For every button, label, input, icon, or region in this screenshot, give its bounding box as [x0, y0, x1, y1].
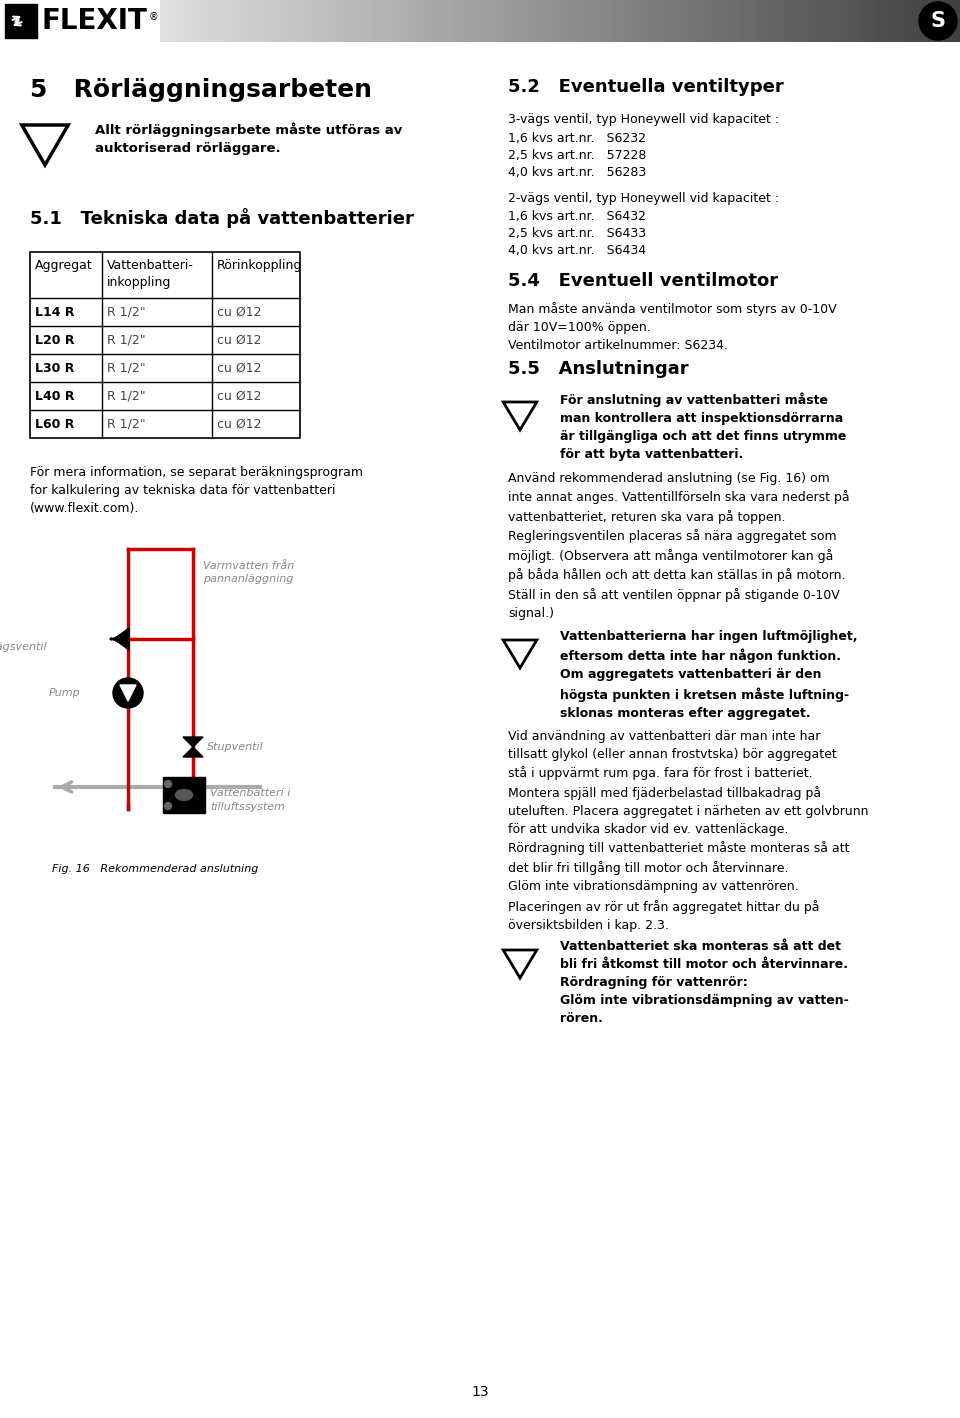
- Circle shape: [919, 1, 957, 40]
- Ellipse shape: [176, 790, 193, 801]
- Text: R 1/2": R 1/2": [107, 362, 146, 374]
- Text: R 1/2": R 1/2": [107, 333, 146, 346]
- Text: L20 R: L20 R: [35, 333, 75, 346]
- Text: 5   Rörläggningsarbeten: 5 Rörläggningsarbeten: [30, 78, 372, 102]
- Text: Vattenbatteri-
inkoppling: Vattenbatteri- inkoppling: [107, 259, 194, 289]
- Text: Man måste använda ventilmotor som styrs av 0-10V
där 10V=100% öppen.
Ventilmotor: Man måste använda ventilmotor som styrs …: [508, 302, 836, 352]
- Text: Vattenbatteriet ska monteras så att det
bli fri åtkomst till motor och återvinna: Vattenbatteriet ska monteras så att det …: [560, 940, 849, 1025]
- Text: L14 R: L14 R: [35, 305, 75, 319]
- Text: Vattenbatterierna har ingen luftmöjlighet,
eftersom detta inte har någon funktio: Vattenbatterierna har ingen luftmöjlighe…: [560, 630, 857, 720]
- Text: 3-vägs ventil, typ Honeywell vid kapacitet :: 3-vägs ventil, typ Honeywell vid kapacit…: [508, 113, 780, 126]
- Text: cu Ø12: cu Ø12: [217, 305, 261, 319]
- Text: FLEXIT: FLEXIT: [42, 7, 148, 35]
- Polygon shape: [183, 737, 203, 747]
- Polygon shape: [114, 628, 129, 649]
- Text: cu Ø12: cu Ø12: [217, 417, 261, 431]
- Text: Stupventil: Stupventil: [207, 742, 264, 752]
- Text: R 1/2": R 1/2": [107, 305, 146, 319]
- Text: 2,5 kvs art.nr.   S6433: 2,5 kvs art.nr. S6433: [508, 227, 646, 240]
- Text: Varmvatten från
pannanläggning: Varmvatten från pannanläggning: [203, 562, 295, 584]
- Circle shape: [164, 780, 172, 787]
- Text: cu Ø12: cu Ø12: [217, 362, 261, 374]
- Text: R 1/2": R 1/2": [107, 390, 146, 403]
- Text: 13: 13: [471, 1385, 489, 1400]
- Text: 1,6 kvs art.nr.   S6432: 1,6 kvs art.nr. S6432: [508, 210, 646, 223]
- Text: L30 R: L30 R: [35, 362, 74, 374]
- Text: Aggregat: Aggregat: [35, 259, 93, 272]
- Text: 2,5 kvs art.nr.   57228: 2,5 kvs art.nr. 57228: [508, 149, 646, 162]
- Text: 4,0 kvs art.nr.   56283: 4,0 kvs art.nr. 56283: [508, 166, 646, 179]
- Text: Använd rekommenderad anslutning (se Fig. 16) om
inte annat anges. Vattentillförs: Använd rekommenderad anslutning (se Fig.…: [508, 472, 850, 620]
- Text: ®: ®: [149, 11, 158, 23]
- Text: 5.2   Eventuella ventiltyper: 5.2 Eventuella ventiltyper: [508, 78, 783, 96]
- Text: R 1/2": R 1/2": [107, 417, 146, 431]
- Text: L60 R: L60 R: [35, 417, 74, 431]
- Text: cu Ø12: cu Ø12: [217, 390, 261, 403]
- Text: 5.4   Eventuell ventilmotor: 5.4 Eventuell ventilmotor: [508, 272, 779, 291]
- Text: 3-vägsventil: 3-vägsventil: [0, 642, 48, 652]
- Text: Fig. 16   Rekommenderad anslutning: Fig. 16 Rekommenderad anslutning: [52, 864, 258, 873]
- Text: För anslutning av vattenbatteri måste
man kontrollera att inspektionsdörrarna
är: För anslutning av vattenbatteri måste ma…: [560, 391, 847, 461]
- Text: Placeringen av rör ut från aggregatet hittar du på
översiktsbilden i kap. 2.3.: Placeringen av rör ut från aggregatet hi…: [508, 900, 820, 932]
- Text: 4,0 kvs art.nr.   S6434: 4,0 kvs art.nr. S6434: [508, 244, 646, 257]
- Bar: [0, 0, 160, 43]
- Text: Pump: Pump: [48, 688, 80, 698]
- Polygon shape: [120, 685, 136, 700]
- Text: 5.5   Anslutningar: 5.5 Anslutningar: [508, 360, 688, 379]
- Polygon shape: [183, 747, 203, 757]
- Text: L40 R: L40 R: [35, 390, 75, 403]
- Text: Allt rörläggningsarbete måste utföras av
auktoriserad rörläggare.: Allt rörläggningsarbete måste utföras av…: [95, 122, 402, 155]
- Text: Vattenbatteri i
tilluftssystem: Vattenbatteri i tilluftssystem: [210, 788, 290, 811]
- Bar: [163, 777, 205, 813]
- Bar: [5, 4, 37, 38]
- Text: 5.1   Tekniska data på vattenbatterier: 5.1 Tekniska data på vattenbatterier: [30, 208, 414, 228]
- Text: 1,6 kvs art.nr.   S6232: 1,6 kvs art.nr. S6232: [508, 132, 646, 145]
- Text: För mera information, se separat beräkningsprogram
for kalkulering av tekniska d: För mera information, se separat beräkni…: [30, 467, 363, 515]
- Text: Vid användning av vattenbatteri där man inte har
tillsatt glykol (eller annan fr: Vid användning av vattenbatteri där man …: [508, 730, 869, 893]
- Text: S: S: [930, 11, 946, 31]
- Bar: [30, 252, 300, 438]
- Circle shape: [113, 678, 143, 708]
- Text: 2-vägs ventil, typ Honeywell vid kapacitet :: 2-vägs ventil, typ Honeywell vid kapacit…: [508, 191, 780, 206]
- Text: cu Ø12: cu Ø12: [217, 333, 261, 346]
- Circle shape: [164, 803, 172, 810]
- Text: Rörinkoppling: Rörinkoppling: [217, 259, 302, 272]
